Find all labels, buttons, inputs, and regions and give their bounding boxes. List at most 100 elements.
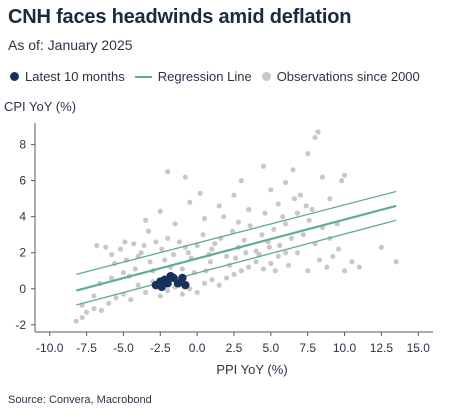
observation-point bbox=[229, 228, 236, 234]
observation-point bbox=[246, 206, 252, 213]
legend-regression-line-icon bbox=[134, 75, 152, 78]
observation-point bbox=[294, 250, 300, 256]
observation-point bbox=[216, 203, 222, 209]
y-axis-label: CPI YoY (%) bbox=[4, 99, 76, 114]
observation-point bbox=[182, 174, 188, 180]
observation-point bbox=[131, 241, 137, 247]
observation-point bbox=[235, 219, 242, 225]
legend-observations-label: Observations since 2000 bbox=[276, 69, 420, 84]
observation-point bbox=[305, 151, 311, 157]
observation-point bbox=[153, 239, 159, 245]
observation-point bbox=[246, 264, 252, 270]
observation-point bbox=[91, 293, 97, 299]
observation-point bbox=[260, 266, 267, 272]
observation-point bbox=[109, 251, 115, 258]
observation-point bbox=[393, 259, 399, 265]
observation-point bbox=[297, 192, 303, 198]
observation-point bbox=[132, 266, 138, 272]
observation-point bbox=[300, 232, 306, 238]
latest-point bbox=[178, 273, 187, 283]
legend-latest-dot-icon bbox=[10, 72, 19, 81]
y-tick-label: 2 bbox=[19, 246, 26, 260]
observation-point bbox=[241, 237, 247, 243]
legend-regression-label: Regression Line bbox=[157, 69, 252, 84]
observation-point bbox=[341, 268, 348, 274]
observation-point bbox=[120, 269, 127, 276]
observation-point bbox=[339, 178, 345, 184]
observation-point bbox=[216, 282, 222, 288]
observation-point bbox=[73, 318, 79, 324]
y-tick-label: 0 bbox=[19, 282, 26, 296]
observation-point bbox=[165, 235, 171, 241]
observation-point bbox=[238, 178, 244, 184]
legend-latest-label: Latest 10 months bbox=[25, 69, 125, 84]
observation-point bbox=[172, 221, 178, 227]
observation-point bbox=[200, 232, 206, 238]
observation-point bbox=[259, 232, 265, 238]
y-tick-label: 4 bbox=[19, 210, 26, 224]
latest-point bbox=[163, 279, 172, 288]
observation-point bbox=[262, 210, 268, 216]
observation-point bbox=[145, 228, 152, 234]
observation-point bbox=[282, 179, 289, 186]
observation-point bbox=[209, 277, 215, 283]
observation-point bbox=[187, 199, 193, 205]
regression-lower-band-line bbox=[76, 219, 397, 306]
x-tick-label: 0.0 bbox=[189, 341, 206, 355]
observation-point bbox=[327, 196, 333, 202]
observation-point bbox=[141, 242, 147, 249]
observation-point bbox=[162, 257, 168, 263]
x-tick-label: 2.5 bbox=[226, 341, 243, 355]
observation-point bbox=[194, 242, 200, 249]
x-tick-label: 12.5 bbox=[370, 341, 394, 355]
x-tick-label: -10.0 bbox=[36, 341, 64, 355]
observation-point bbox=[224, 275, 230, 281]
observation-point bbox=[165, 287, 171, 294]
observation-point bbox=[170, 251, 177, 258]
observation-point bbox=[268, 260, 274, 267]
legend-observations-dot-icon bbox=[261, 72, 271, 81]
observation-point bbox=[268, 187, 274, 193]
observation-point bbox=[113, 295, 119, 301]
observation-point bbox=[224, 253, 230, 259]
observation-point bbox=[185, 250, 191, 256]
observation-point bbox=[253, 259, 259, 265]
x-tick-label: -2.5 bbox=[150, 341, 171, 355]
observation-point bbox=[272, 268, 278, 274]
legend-item-latest: Latest 10 months bbox=[10, 69, 125, 84]
observation-point bbox=[290, 167, 296, 173]
y-tick-label: 6 bbox=[19, 174, 26, 188]
chart-title: CNH faces headwinds amid deflation bbox=[8, 6, 352, 28]
observation-point bbox=[266, 244, 272, 250]
observation-point bbox=[356, 264, 362, 270]
observation-point bbox=[243, 250, 249, 256]
observation-point bbox=[91, 305, 97, 312]
observation-point bbox=[303, 203, 309, 209]
observation-point bbox=[312, 134, 318, 141]
observation-point bbox=[165, 169, 171, 175]
observation-point bbox=[79, 314, 85, 321]
observation-point bbox=[282, 221, 289, 227]
observation-point bbox=[194, 289, 200, 295]
observation-point bbox=[285, 262, 292, 268]
observation-point bbox=[98, 307, 104, 313]
observation-point bbox=[316, 257, 323, 263]
observation-point bbox=[94, 242, 100, 249]
observation-point bbox=[277, 242, 283, 249]
y-tick-label: 8 bbox=[19, 138, 26, 152]
observation-point bbox=[138, 250, 144, 256]
observation-point bbox=[341, 172, 348, 178]
observation-point bbox=[179, 291, 186, 297]
observation-point bbox=[106, 300, 112, 306]
observation-point bbox=[319, 174, 326, 180]
observation-point bbox=[378, 244, 385, 250]
x-tick-label: 5.0 bbox=[263, 341, 280, 355]
observation-point bbox=[176, 239, 183, 245]
observation-point bbox=[232, 255, 239, 261]
observation-point bbox=[221, 214, 227, 220]
observation-point bbox=[103, 244, 109, 250]
observation-point bbox=[142, 217, 149, 223]
source-note: Source: Convera, Macrobond bbox=[8, 394, 152, 406]
observation-point bbox=[247, 223, 253, 229]
